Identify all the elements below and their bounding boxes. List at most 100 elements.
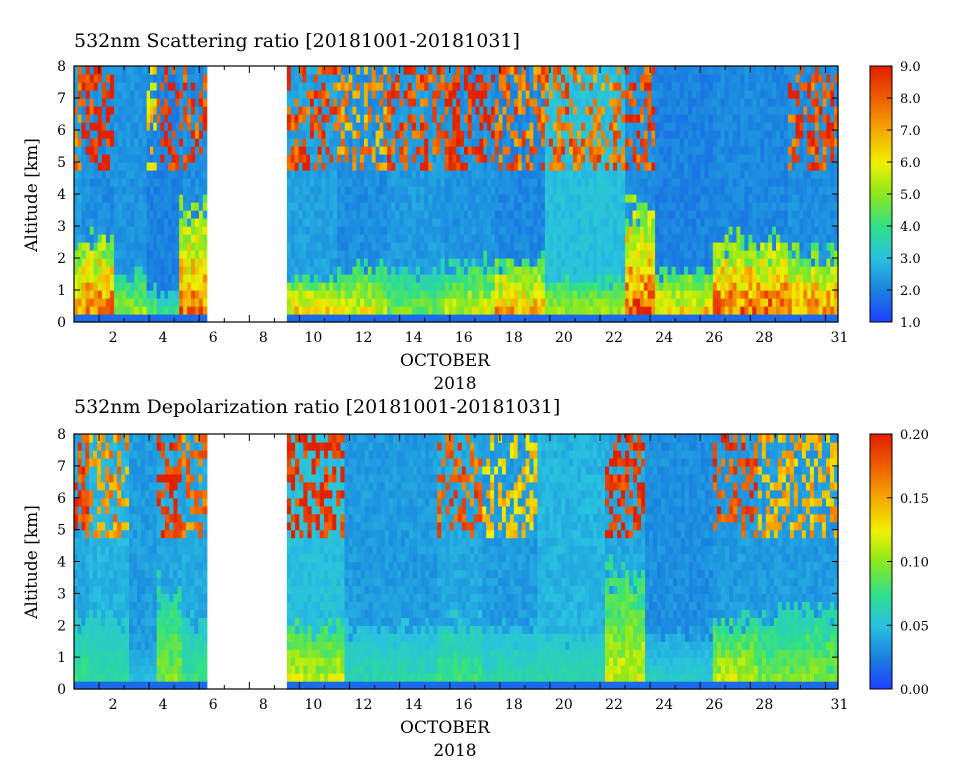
heatmap-cell [294, 234, 300, 243]
heatmap-cell [593, 274, 598, 283]
heatmap-cell [302, 154, 307, 163]
heatmap-cell [101, 66, 107, 75]
heatmap-cell [130, 202, 136, 211]
heatmap-cell [643, 154, 649, 163]
heatmap-cell [448, 226, 454, 235]
heatmap-cell [302, 274, 307, 283]
heatmap-cell [647, 186, 652, 195]
heatmap-cell [569, 194, 574, 203]
heatmap-cell [122, 66, 127, 75]
heatmap-cell [85, 234, 91, 243]
heatmap-cell [724, 74, 730, 83]
heatmap-cell [479, 314, 484, 323]
heatmap-cell [581, 194, 586, 203]
heatmap-cell [525, 242, 531, 251]
heatmap-cell [756, 66, 761, 75]
heatmap-cell [399, 202, 405, 211]
heatmap-cell [609, 266, 614, 275]
heatmap-cell [692, 82, 697, 91]
heatmap-cell [403, 234, 409, 243]
heatmap-cell [387, 202, 392, 211]
heatmap-cell [502, 90, 507, 99]
heatmap-cell [105, 210, 111, 219]
heatmap-cell [708, 218, 714, 227]
heatmap-cell [740, 178, 745, 187]
heatmap-cell [387, 162, 392, 171]
heatmap-cell [517, 250, 523, 259]
heatmap-cell [321, 242, 327, 251]
heatmap-cell [153, 162, 158, 171]
heatmap-cell [744, 298, 749, 307]
heatmap-cell [636, 146, 641, 155]
heatmap-cell [632, 258, 637, 267]
heatmap-cell [452, 210, 457, 219]
heatmap-cell [101, 266, 107, 275]
heatmap-cell [740, 306, 745, 315]
heatmap-cell [395, 234, 400, 243]
heatmap-cell [432, 202, 438, 211]
heatmap-cell [541, 194, 546, 203]
heatmap-cell [748, 138, 753, 147]
heatmap-cell [317, 90, 323, 99]
heatmap-cell [621, 194, 626, 203]
heatmap-cell [475, 82, 481, 91]
data-segment [544, 66, 626, 323]
heatmap-cell [191, 106, 196, 115]
heatmap-cell [700, 266, 706, 275]
heatmap-cell [198, 74, 204, 83]
heatmap-cell [138, 82, 144, 91]
heatmap-cell [302, 298, 307, 307]
heatmap-cell [647, 234, 652, 243]
heatmap-cell [704, 74, 710, 83]
heatmap-cell [134, 170, 140, 179]
heatmap-cell [375, 250, 381, 259]
data-segment [444, 66, 496, 323]
heatmap-cell [744, 242, 749, 251]
heatmap-cell [640, 314, 645, 323]
heatmap-cell [191, 266, 196, 275]
heatmap-cell [479, 234, 484, 243]
heatmap-cell [647, 194, 652, 203]
heatmap-cell [589, 186, 594, 195]
heatmap-cell [171, 274, 177, 283]
heatmap-cell [411, 298, 417, 307]
heatmap-cell [97, 226, 103, 235]
heatmap-cell [548, 234, 554, 243]
heatmap-cell [556, 130, 562, 139]
heatmap-cell [89, 266, 95, 275]
heatmap-cell [286, 90, 292, 99]
heatmap-cell [700, 234, 706, 243]
heatmap-cell [708, 274, 714, 283]
heatmap-cell [700, 98, 706, 107]
heatmap-cell [198, 122, 204, 131]
heatmap-cell [395, 306, 400, 315]
heatmap-cell [597, 250, 602, 259]
heatmap-cell [728, 290, 734, 299]
heatmap-cell [395, 146, 400, 155]
heatmap-cell [171, 162, 177, 171]
heatmap-cell [506, 298, 511, 307]
heatmap-cell [636, 274, 641, 283]
heatmap-cell [175, 234, 180, 243]
heatmap-cell [105, 98, 111, 107]
heatmap-cell [552, 146, 558, 155]
heatmap-cell [565, 178, 570, 187]
heatmap-cell [764, 226, 769, 235]
heatmap-cell [577, 306, 582, 315]
heatmap-cell [81, 130, 87, 139]
heatmap-cell [732, 218, 738, 227]
heatmap-cell [156, 298, 162, 307]
heatmap-cell [171, 130, 177, 139]
heatmap-cell [502, 210, 507, 219]
heatmap-cell [142, 130, 148, 139]
heatmap-cell [471, 98, 477, 107]
heatmap-cell [671, 234, 677, 243]
heatmap-cell [556, 194, 562, 203]
heatmap-cell [340, 258, 346, 267]
heatmap-cell [114, 210, 119, 219]
heatmap-cell [294, 74, 300, 83]
heatmap-cell [464, 274, 469, 283]
heatmap-cell [589, 298, 594, 307]
heatmap-cell [187, 314, 192, 323]
heatmap-cell [552, 250, 558, 259]
